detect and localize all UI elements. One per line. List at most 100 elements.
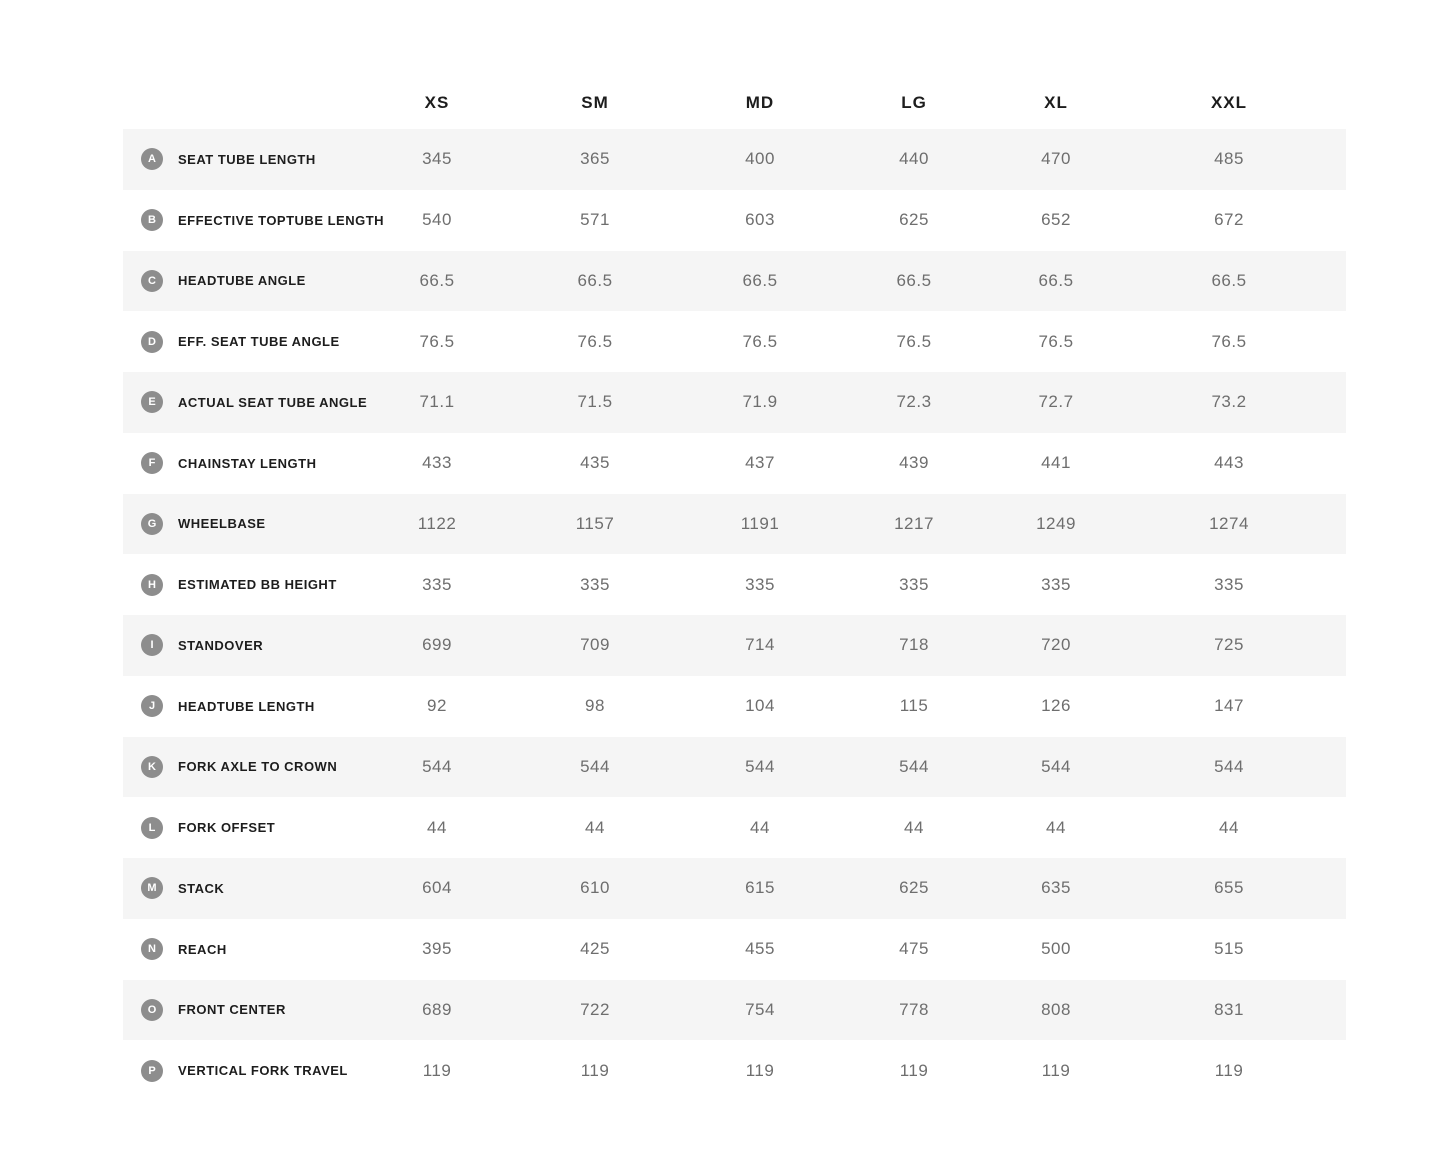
geometry-value: 544 (422, 756, 452, 776)
geometry-value: 725 (1214, 635, 1244, 655)
geometry-row: N REACH 395 425 455 475 500 515 (123, 919, 1346, 980)
geometry-row: I STANDOVER 699 709 714 718 720 725 (123, 615, 1346, 676)
geometry-value: 335 (899, 574, 929, 594)
geometry-value: 515 (1214, 939, 1244, 959)
size-column-header-xxl: XXL (1210, 92, 1248, 112)
geometry-value: 44 (904, 817, 924, 837)
size-column-header-xl: XL (1044, 92, 1068, 112)
row-label-cell: D EFF. SEAT TUBE ANGLE (123, 330, 360, 353)
geometry-rows: A SEAT TUBE LENGTH 345 365 400 440 470 4… (123, 129, 1346, 1101)
row-letter-badge: M (141, 877, 163, 900)
geometry-value: 66.5 (1038, 270, 1074, 290)
geometry-value: 778 (899, 999, 929, 1019)
geometry-value: 395 (422, 939, 452, 959)
geometry-value: 1217 (894, 513, 934, 533)
row-label-cell: G WHEELBASE (123, 512, 360, 535)
geometry-value: 66.5 (742, 270, 778, 290)
row-label-cell: F CHAINSTAY LENGTH (123, 452, 360, 475)
row-label: STANDOVER (178, 637, 264, 653)
geometry-value: 98 (585, 696, 605, 716)
geometry-value: 72.7 (1038, 392, 1074, 412)
geometry-value: 44 (1219, 817, 1239, 837)
row-label: VERTICAL FORK TRAVEL (178, 1063, 348, 1079)
row-label: ESTIMATED BB HEIGHT (178, 577, 337, 593)
geometry-value: 475 (899, 939, 929, 959)
geometry-value: 115 (899, 696, 929, 716)
geometry-row: M STACK 604 610 615 625 635 655 (123, 858, 1346, 919)
row-label: FORK OFFSET (178, 820, 276, 836)
size-column-header-lg: LG (901, 92, 927, 112)
geometry-value: 808 (1041, 999, 1071, 1019)
geometry-value: 437 (745, 453, 775, 473)
geometry-value: 66.5 (1211, 270, 1247, 290)
geometry-value: 66.5 (419, 270, 455, 290)
row-label-cell: O FRONT CENTER (123, 998, 360, 1021)
row-label: EFFECTIVE TOPTUBE LENGTH (178, 212, 385, 228)
geometry-value: 1191 (740, 513, 780, 533)
geometry-value: 544 (580, 756, 610, 776)
geometry-value: 147 (1214, 696, 1244, 716)
geometry-value: 425 (580, 939, 610, 959)
row-letter-badge: D (141, 330, 163, 353)
geometry-value: 455 (745, 939, 775, 959)
geometry-row: J HEADTUBE LENGTH 92 98 104 115 126 147 (123, 676, 1346, 737)
geometry-value: 335 (1041, 574, 1071, 594)
geometry-value: 71.1 (419, 392, 455, 412)
size-header-row: XS SM MD LG XL XXL (123, 76, 1346, 129)
geometry-value: 672 (1214, 210, 1244, 230)
geometry-value: 544 (1214, 756, 1244, 776)
geometry-row: E ACTUAL SEAT TUBE ANGLE 71.1 71.5 71.9 … (123, 372, 1346, 433)
geometry-value: 655 (1214, 878, 1244, 898)
geometry-value: 400 (745, 149, 775, 169)
geometry-value: 335 (580, 574, 610, 594)
geometry-value: 335 (422, 574, 452, 594)
geometry-value: 119 (422, 1060, 452, 1080)
row-letter-badge: L (141, 816, 163, 839)
geometry-value: 540 (422, 210, 452, 230)
row-label-cell: J HEADTUBE LENGTH (123, 695, 360, 718)
row-letter-badge: E (141, 391, 163, 414)
row-label-cell: M STACK (123, 877, 360, 900)
geometry-row: B EFFECTIVE TOPTUBE LENGTH 540 571 603 6… (123, 190, 1346, 251)
row-label: EFF. SEAT TUBE ANGLE (178, 334, 340, 350)
geometry-value: 1249 (1036, 513, 1076, 533)
size-column-header-xs: XS (424, 92, 450, 112)
row-label: STACK (178, 880, 225, 896)
row-label: HEADTUBE ANGLE (178, 273, 306, 289)
geometry-value: 500 (1041, 939, 1071, 959)
geometry-value: 1157 (575, 513, 615, 533)
geometry-row: O FRONT CENTER 689 722 754 778 808 831 (123, 979, 1346, 1041)
row-label: WHEELBASE (178, 516, 266, 532)
row-letter-badge: H (141, 573, 163, 596)
row-label: ACTUAL SEAT TUBE ANGLE (178, 394, 368, 410)
geometry-value: 44 (427, 817, 447, 837)
row-label: CHAINSTAY LENGTH (178, 455, 317, 471)
geometry-value: 610 (580, 878, 610, 898)
row-letter-badge: F (141, 452, 163, 475)
row-label-cell: L FORK OFFSET (123, 816, 360, 839)
geometry-value: 718 (899, 635, 929, 655)
geometry-value: 689 (422, 999, 452, 1019)
geometry-value: 635 (1041, 878, 1071, 898)
geometry-value: 440 (899, 149, 929, 169)
row-letter-badge: G (141, 512, 163, 535)
geometry-value: 345 (422, 149, 452, 169)
size-column-header-md: MD (745, 92, 775, 112)
geometry-value: 76.5 (1211, 331, 1247, 351)
geometry-row: D EFF. SEAT TUBE ANGLE 76.5 76.5 76.5 76… (123, 311, 1346, 372)
row-label-cell: C HEADTUBE ANGLE (123, 269, 360, 292)
geometry-value: 699 (422, 635, 452, 655)
row-letter-badge: O (141, 998, 163, 1021)
geometry-value: 571 (580, 210, 610, 230)
geometry-row: G WHEELBASE 1122 1157 1191 1217 1249 127… (123, 493, 1346, 555)
geometry-value: 76.5 (419, 331, 455, 351)
geometry-value: 435 (580, 453, 610, 473)
geometry-value: 76.5 (742, 331, 778, 351)
geometry-row: H ESTIMATED BB HEIGHT 335 335 335 335 33… (123, 554, 1346, 615)
row-label-cell: B EFFECTIVE TOPTUBE LENGTH (123, 209, 384, 232)
geometry-value: 44 (750, 817, 770, 837)
row-letter-badge: N (141, 938, 163, 961)
row-letter-badge: P (141, 1059, 163, 1082)
geometry-value: 71.5 (577, 392, 613, 412)
row-label: FORK AXLE TO CROWN (178, 759, 338, 775)
